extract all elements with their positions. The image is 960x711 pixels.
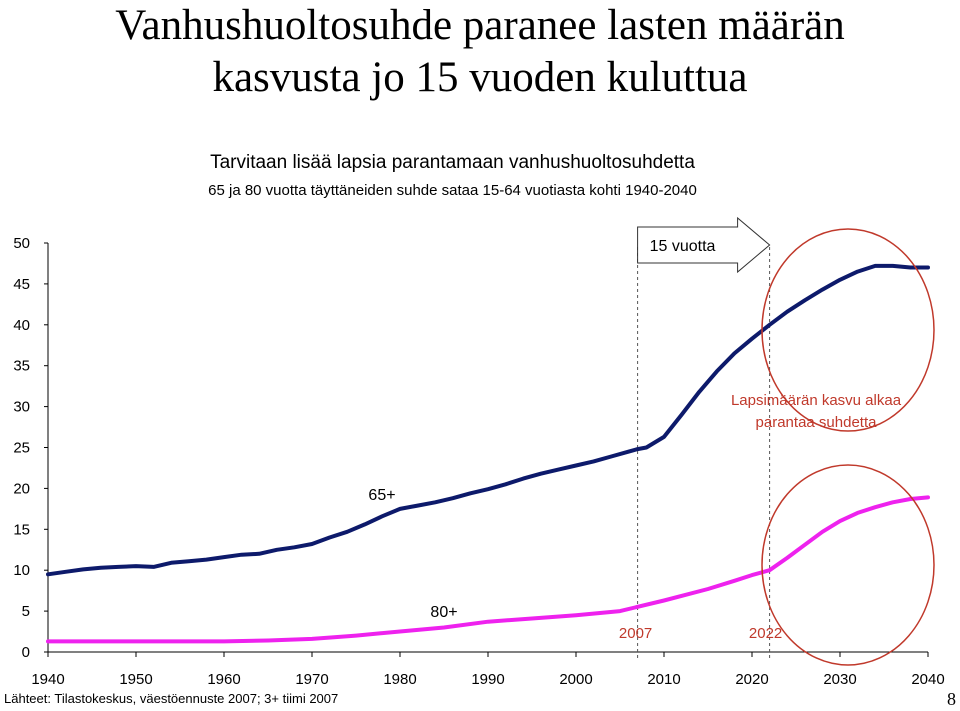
note-line-1: Lapsimäärän kasvu alkaa bbox=[731, 392, 902, 409]
year-marker-lines bbox=[637, 247, 771, 660]
y-tick-label: 40 bbox=[13, 317, 30, 334]
y-tick-label: 20 bbox=[13, 480, 30, 497]
marker-label-2007: 2007 bbox=[619, 625, 652, 642]
x-tick-label: 1970 bbox=[295, 671, 328, 688]
note-line-2: parantaa suhdetta bbox=[756, 414, 878, 431]
series-lines bbox=[46, 263, 930, 644]
x-tick-label: 2030 bbox=[823, 671, 856, 688]
highlight-circle-65 bbox=[761, 228, 935, 432]
y-tick-label: 25 bbox=[13, 440, 30, 457]
y-tick-label: 5 bbox=[22, 603, 30, 620]
y-tick-label: 15 bbox=[13, 521, 30, 538]
page-number: 8 bbox=[947, 689, 956, 709]
series-label-65: 65+ bbox=[368, 487, 395, 504]
y-tick-label: 0 bbox=[22, 644, 30, 661]
y-tick-label: 45 bbox=[13, 276, 30, 293]
slide-title: Vanhushuoltosuhde paranee lasten määrän … bbox=[0, 0, 960, 104]
x-tick-label: 1940 bbox=[31, 671, 64, 688]
x-tick-label: 1960 bbox=[207, 671, 240, 688]
highlight-circles bbox=[761, 228, 935, 666]
highlight-circle-80 bbox=[761, 464, 935, 666]
chart-subtitle: 65 ja 80 vuotta täyttäneiden suhde sataa… bbox=[208, 182, 697, 199]
x-axis-ticks: 1940 1950 1960 1970 1980 1990 2000 2010 2020 2030… bbox=[31, 652, 945, 688]
annotations: 15 vuotta 65+ 80+ Lapsimäärän kasvu alkaa pa… bbox=[368, 216, 902, 642]
y-axis-ticks: 0 5 10 15 20 25 30 35 40 45 50 bbox=[13, 235, 48, 661]
x-tick-label: 1950 bbox=[119, 671, 152, 688]
x-tick-label: 2000 bbox=[559, 671, 592, 688]
x-tick-label: 1990 bbox=[471, 671, 504, 688]
series-label-80: 80+ bbox=[430, 604, 457, 621]
x-tick-label: 1980 bbox=[383, 671, 416, 688]
marker-label-2022: 2022 bbox=[749, 625, 782, 642]
series-line-65-plus bbox=[46, 263, 930, 577]
x-tick-label: 2040 bbox=[911, 671, 944, 688]
arrow-15-years bbox=[637, 216, 771, 274]
y-tick-label: 35 bbox=[13, 358, 30, 375]
y-tick-label: 30 bbox=[13, 399, 30, 416]
source-note: Lähteet: Tilastokeskus, väestöennuste 20… bbox=[4, 691, 339, 706]
x-tick-label: 2020 bbox=[735, 671, 768, 688]
slide-title-line-1: Vanhushuoltosuhde paranee lasten määrän bbox=[115, 2, 845, 49]
chart-title: Tarvitaan lisää lapsia parantamaan vanhu… bbox=[210, 152, 695, 173]
y-tick-label: 50 bbox=[13, 235, 30, 252]
x-tick-label: 2010 bbox=[647, 671, 680, 688]
arrow-label: 15 vuotta bbox=[650, 238, 716, 255]
series-line-80-plus bbox=[46, 495, 930, 644]
y-tick-label: 10 bbox=[13, 562, 30, 579]
slide-title-line-2: kasvusta jo 15 vuoden kuluttua bbox=[212, 54, 748, 101]
